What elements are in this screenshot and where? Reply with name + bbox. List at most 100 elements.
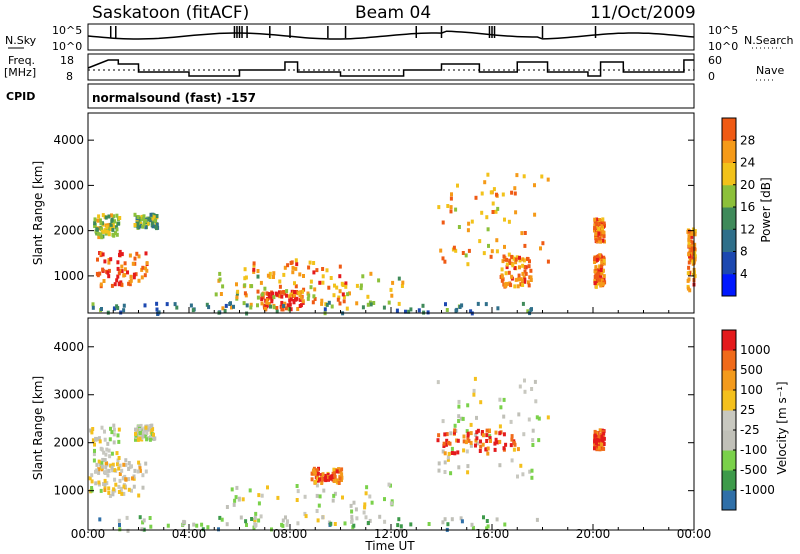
power-colorbar: 4 8 12 16 20 24 28 xyxy=(721,117,755,297)
heatmap-cell xyxy=(512,441,516,446)
heatmap-cell xyxy=(498,463,502,468)
nsky-spikes xyxy=(109,26,597,38)
heatmap-cell xyxy=(122,273,126,278)
heatmap-cell xyxy=(693,250,697,255)
colorbar-swatch xyxy=(722,118,736,141)
cpid-text: normalsound (fast) -157 xyxy=(92,91,256,105)
colorbar-swatch xyxy=(722,207,736,230)
heatmap-cell xyxy=(113,306,117,311)
heatmap-cell xyxy=(101,267,105,272)
heatmap-cell xyxy=(427,522,431,526)
heatmap-cell xyxy=(100,425,104,430)
heatmap-cell xyxy=(244,275,248,280)
heatmap-cell xyxy=(689,231,692,236)
heatmap-cell xyxy=(598,253,602,258)
heatmap-cell xyxy=(522,174,526,179)
heatmap-cell xyxy=(175,305,179,310)
y-tick-label: 4000 xyxy=(53,340,84,354)
heatmap-cell xyxy=(355,283,359,288)
heatmap-cell xyxy=(279,290,283,295)
heatmap-cell xyxy=(310,477,314,482)
heatmap-cell xyxy=(285,522,289,527)
heatmap-cell xyxy=(117,427,121,432)
colorbar-swatch xyxy=(722,229,736,252)
heatmap-cell xyxy=(400,284,404,288)
heatmap-cell xyxy=(123,267,127,272)
heatmap-cell xyxy=(154,224,158,229)
heatmap-cell xyxy=(120,468,124,473)
heatmap-cell xyxy=(107,260,111,265)
heatmap-cell xyxy=(495,238,499,243)
heatmap-cell xyxy=(144,461,148,466)
heatmap-cell xyxy=(267,292,271,297)
heatmap-cell xyxy=(491,210,495,214)
heatmap-cell xyxy=(500,274,504,279)
heatmap-cell xyxy=(327,300,331,305)
heatmap-cell xyxy=(481,442,485,447)
heatmap-cell xyxy=(127,487,131,492)
heatmap-cell xyxy=(109,224,113,229)
heatmap-cell xyxy=(484,302,488,307)
heatmap-cell xyxy=(441,520,445,525)
heatmap-cell xyxy=(133,212,137,217)
heatmap-cell xyxy=(494,437,498,442)
heatmap-cell xyxy=(235,485,239,490)
heatmap-cell xyxy=(253,516,257,520)
freq-label: Freq. xyxy=(8,54,35,67)
heatmap-cell xyxy=(417,308,421,313)
heatmap-cell xyxy=(313,287,317,292)
heatmap-cell xyxy=(298,304,302,308)
heatmap-cell xyxy=(243,267,247,272)
heatmap-cell xyxy=(691,259,695,264)
heatmap-cell xyxy=(485,433,489,438)
heatmap-cell xyxy=(111,227,115,232)
heatmap-cell xyxy=(107,258,111,262)
heatmap-cell xyxy=(469,309,473,314)
heatmap-cell xyxy=(285,289,289,294)
heatmap-cell xyxy=(136,215,140,219)
heatmap-cell xyxy=(525,256,529,261)
heatmap-cell xyxy=(601,282,605,287)
heatmap-cell xyxy=(96,231,100,236)
heatmap-cell xyxy=(118,527,122,532)
heatmap-cell xyxy=(501,192,505,197)
heatmap-cell xyxy=(355,301,359,306)
heatmap-cell xyxy=(141,224,145,229)
heatmap-cell xyxy=(687,252,691,257)
heatmap-cell xyxy=(302,274,305,278)
heatmap-cell xyxy=(401,280,405,285)
heatmap-cell xyxy=(494,209,498,214)
heatmap-cell xyxy=(141,473,145,478)
heatmap-cell xyxy=(315,483,319,488)
heatmap-cell xyxy=(529,278,533,282)
heatmap-cell xyxy=(108,454,112,459)
heatmap-cell xyxy=(140,275,144,280)
heatmap-cell xyxy=(137,493,141,498)
heatmap-cell xyxy=(346,292,350,297)
heatmap-cell xyxy=(494,430,498,435)
heatmap-cell xyxy=(122,484,126,489)
velocity-colorbar-label: Velocity [m s⁻¹] xyxy=(775,381,789,474)
heatmap-cell xyxy=(460,519,464,524)
heatmap-cell xyxy=(342,299,346,304)
y-tick-label: 2000 xyxy=(53,436,84,450)
heatmap-cell xyxy=(101,457,105,462)
heatmap-cell xyxy=(486,227,490,232)
heatmap-cell xyxy=(409,307,413,312)
heatmap-cell xyxy=(693,254,697,259)
heatmap-cell xyxy=(111,468,115,473)
heatmap-cell xyxy=(323,477,327,482)
station-title: Saskatoon (fitACF) xyxy=(92,3,249,23)
heatmap-cell xyxy=(331,471,335,476)
heatmap-cell xyxy=(310,471,314,476)
heatmap-cell xyxy=(102,450,106,455)
heatmap-cell xyxy=(503,217,506,222)
heatmap-cell xyxy=(289,261,293,265)
heatmap-cell xyxy=(103,259,107,264)
colorbar-swatch xyxy=(722,273,736,297)
heatmap-cell xyxy=(122,491,126,496)
heatmap-cell xyxy=(519,463,523,468)
heatmap-cell xyxy=(95,227,99,232)
heatmap-cell xyxy=(110,451,114,456)
heatmap-cell xyxy=(598,222,602,227)
